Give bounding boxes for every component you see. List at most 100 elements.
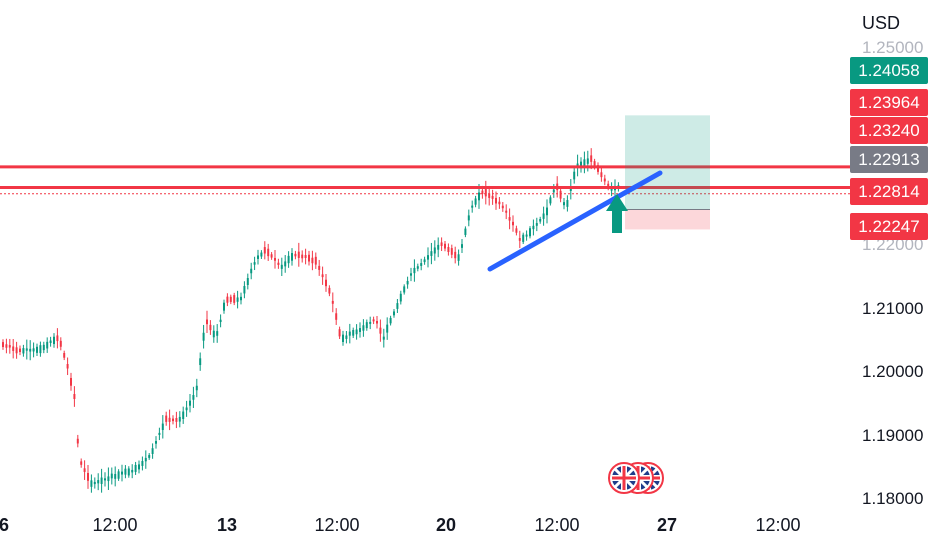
candle [49,340,52,343]
time-tick: 6 [0,515,10,535]
candle [223,302,225,311]
candle [291,253,293,261]
candle [416,266,419,269]
candle [195,385,198,391]
candle [104,478,106,481]
candle [607,183,610,188]
candle [505,210,508,213]
time-tick: 20 [435,515,457,535]
candle [338,329,341,337]
candle [474,198,477,205]
candle [15,347,18,354]
candle [450,248,453,255]
candle [70,377,72,386]
candle [131,469,134,473]
candle [461,244,463,248]
candle [233,295,236,303]
candle [277,262,280,265]
candle [87,472,89,481]
candle [36,346,38,353]
candle [216,331,219,336]
candle [311,257,314,264]
candle [219,319,222,323]
time-tick: 12:00 [534,515,580,535]
buy-arrow-icon [606,194,628,233]
candle [32,348,35,352]
candle [328,287,331,294]
candle [389,317,392,324]
candle [5,344,8,348]
candle [512,221,514,226]
candle [508,217,511,221]
candle [39,345,42,354]
candle [348,331,351,336]
candle [566,200,569,207]
candle [2,342,4,348]
candle [212,330,215,338]
candles-layer [2,148,620,493]
candle [600,172,603,178]
candle [192,395,195,400]
candle [583,159,586,166]
candle [549,197,552,204]
candle [304,255,307,258]
candle [539,218,542,222]
candle [246,278,249,286]
candle [8,345,11,348]
stop-loss-price-tag: 1.22247 [850,213,928,240]
candle [22,348,25,354]
candle [321,274,324,278]
candle [63,353,66,358]
candle [362,325,365,331]
candle [406,280,409,285]
take-profit-zone [625,115,710,210]
price-tick: 1.21000 [862,299,924,318]
candle [138,464,140,470]
price-tick: 1.25000 [862,38,924,57]
candle [121,471,123,475]
candle [206,319,208,325]
candle [229,296,232,302]
candle [185,407,188,411]
candle [495,197,497,204]
candle [117,471,120,479]
candle [100,477,103,484]
candle [376,320,378,324]
candle [399,293,402,302]
candle [314,256,317,265]
candle [318,265,321,270]
time-tick: 12:00 [314,515,360,535]
candle [396,303,399,309]
candle [335,313,338,320]
candle [437,244,440,250]
candle [491,195,494,199]
candle [603,178,606,182]
candle [287,255,290,264]
candle [586,158,589,164]
candle [202,332,205,341]
candle [352,329,355,336]
candle [12,346,15,351]
candle [80,461,83,465]
candle [610,187,613,191]
candle [484,188,487,197]
candle [114,473,117,479]
candle [563,202,565,206]
time-tick: 12:00 [755,515,801,535]
candle [444,243,446,249]
candle [498,201,501,205]
candle [76,438,79,444]
candle [382,336,385,340]
candle [515,228,518,233]
candle [56,335,59,342]
candle [236,297,239,302]
last-price-tag: 1.22814 [850,178,928,205]
overlay-layer [0,115,850,494]
candle [29,348,32,352]
candle [488,193,491,198]
level-price-tag: 1.23240 [850,117,928,144]
candle [294,253,297,257]
candle [189,400,191,406]
